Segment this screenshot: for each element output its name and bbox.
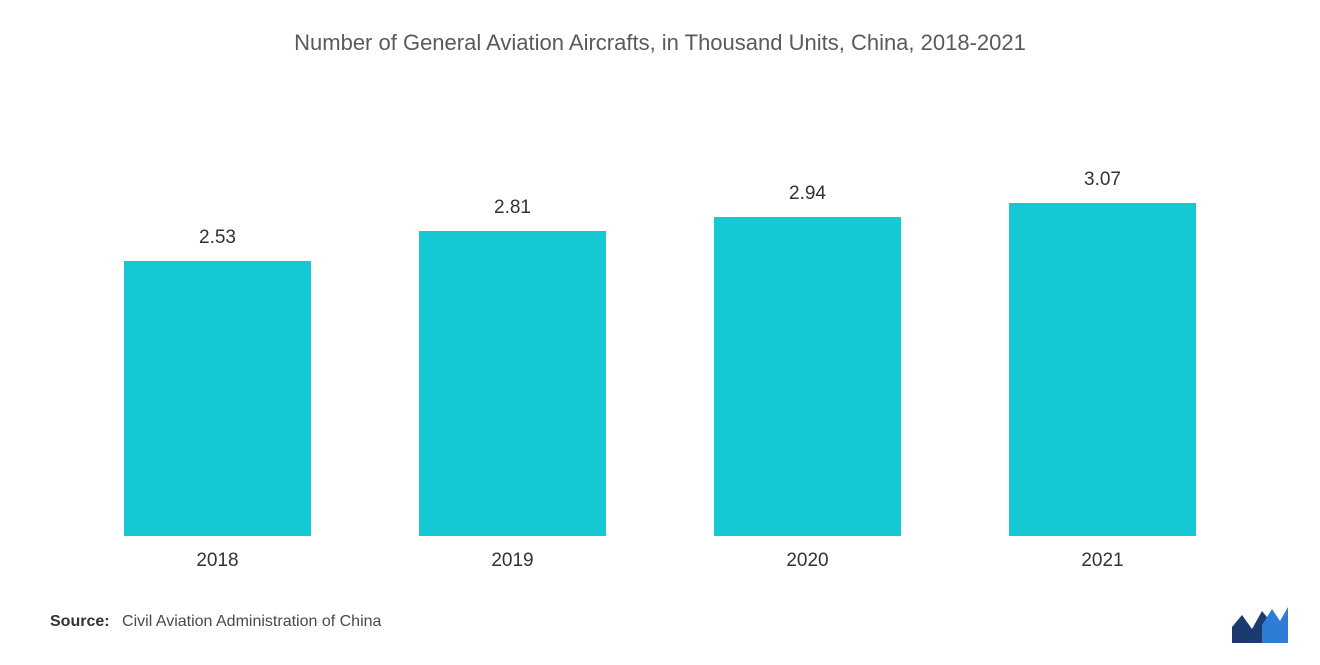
category-label: 2021 — [973, 550, 1233, 572]
chart-title: Number of General Aviation Aircrafts, in… — [40, 30, 1280, 56]
source-text: Civil Aviation Administration of China — [122, 613, 381, 630]
bar-group: 2.94 — [678, 183, 938, 536]
x-axis: 2018 2019 2020 2021 — [40, 536, 1280, 572]
bar-value-label: 2.53 — [199, 227, 236, 249]
chart-container: Number of General Aviation Aircrafts, in… — [0, 0, 1320, 665]
bar-group: 2.53 — [88, 227, 348, 536]
bar — [124, 261, 311, 536]
source-label: Source: — [50, 613, 110, 630]
category-label: 2020 — [678, 550, 938, 572]
brand-logo-icon — [1232, 603, 1288, 643]
category-label: 2019 — [383, 550, 643, 572]
category-label: 2018 — [88, 550, 348, 572]
bar — [1009, 203, 1196, 536]
bar-group: 3.07 — [973, 169, 1233, 536]
bar-value-label: 2.81 — [494, 197, 531, 219]
bar-value-label: 3.07 — [1084, 169, 1121, 191]
bar — [419, 231, 606, 536]
source-attribution: Source: Civil Aviation Administration of… — [50, 613, 381, 631]
bar-value-label: 2.94 — [789, 183, 826, 205]
plot-area: 2.53 2.81 2.94 3.07 — [40, 96, 1280, 536]
bar — [714, 217, 901, 536]
bar-group: 2.81 — [383, 197, 643, 536]
